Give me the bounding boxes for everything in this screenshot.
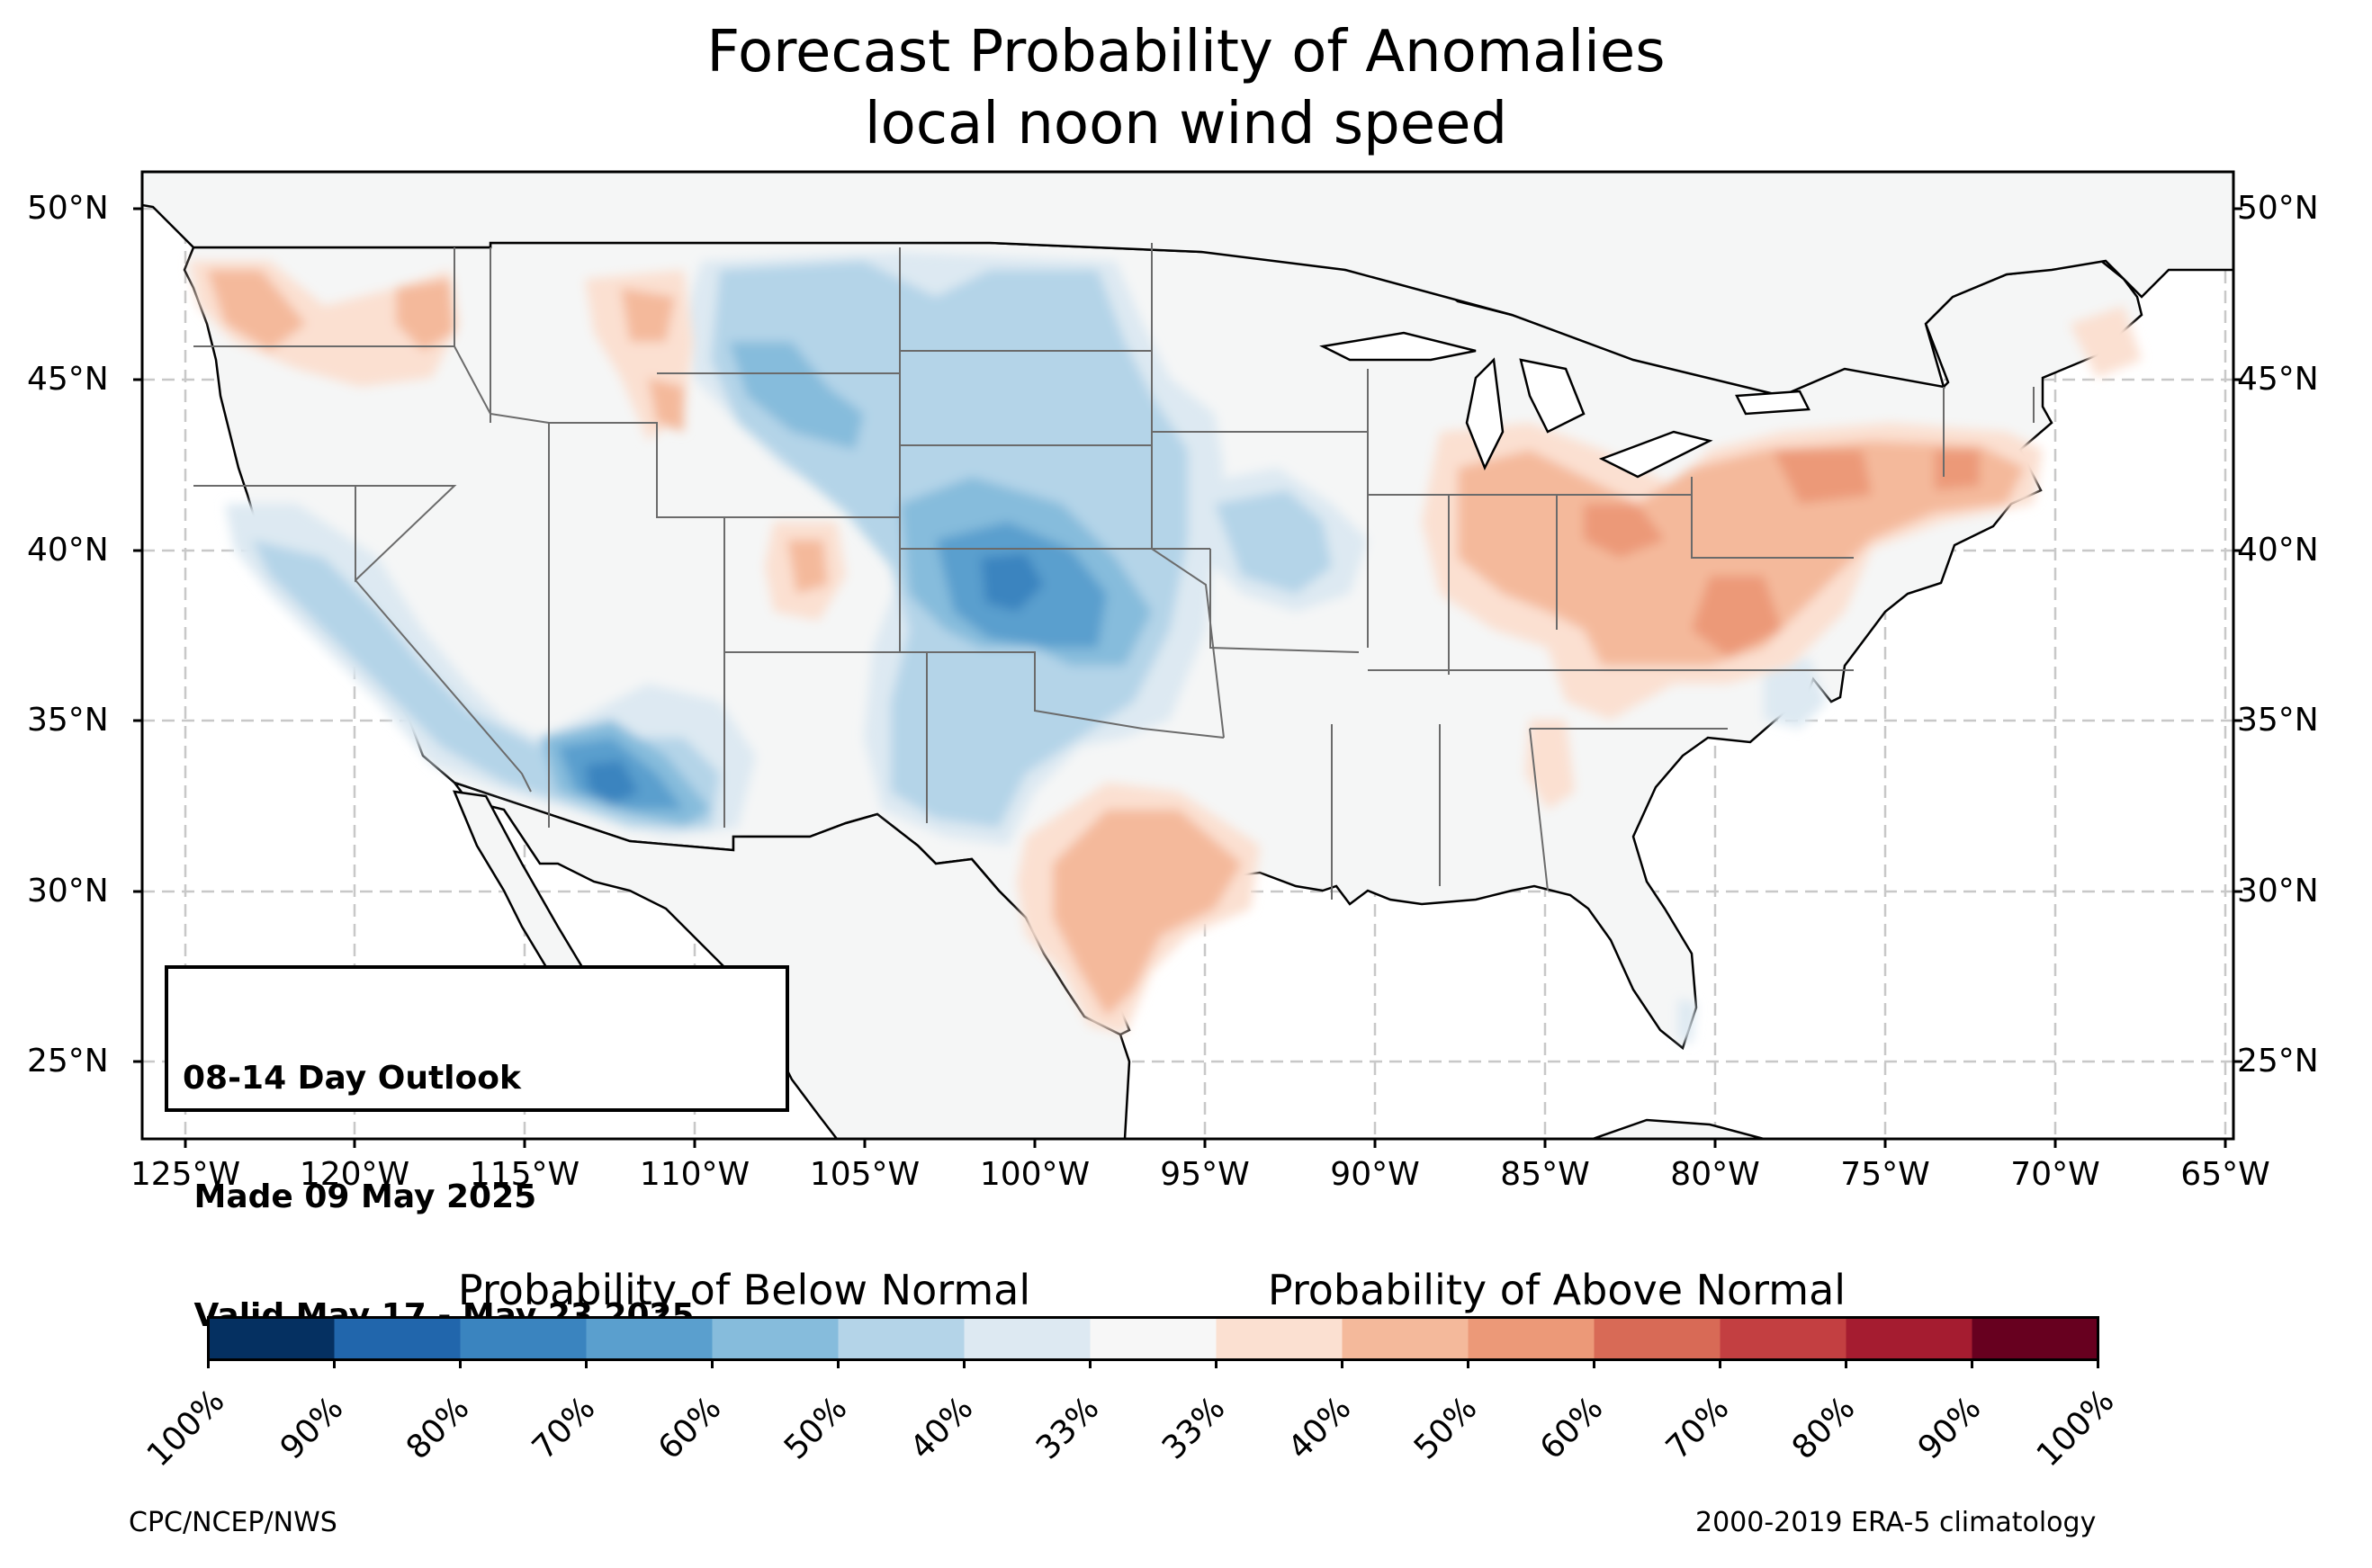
- source-credit: CPC/NCEP/NWS: [129, 1507, 337, 1538]
- colorbar-swatch: [208, 1317, 335, 1360]
- outlook-period: 08-14 Day Outlook: [183, 1060, 521, 1097]
- lat-tick-left: 40°N: [27, 532, 109, 569]
- map-ticks: [133, 207, 2242, 1148]
- colorbar-swatch: [1594, 1317, 1721, 1360]
- colorbar-swatch: [1720, 1317, 1846, 1360]
- state-borders: [193, 243, 2035, 900]
- above-normal-label: Probability of Above Normal: [1267, 1266, 1846, 1314]
- lon-tick: 90°W: [1330, 1156, 1420, 1193]
- colorbar-swatch: [586, 1317, 713, 1360]
- colorbar-swatch: [460, 1317, 587, 1360]
- lon-tick: 80°W: [1670, 1156, 1760, 1193]
- lat-tick-left: 35°N: [27, 702, 109, 739]
- lat-tick-right: 30°N: [2237, 873, 2319, 909]
- canada-land: [142, 172, 2233, 398]
- colorbar-swatch: [712, 1317, 839, 1360]
- below-normal-label: Probability of Below Normal: [457, 1266, 1031, 1314]
- lon-tick: 70°W: [2010, 1156, 2100, 1193]
- great-lakes: [1319, 331, 1810, 479]
- climatology-note: 2000-2019 ERA-5 climatology: [1695, 1507, 2097, 1538]
- colorbar-swatch: [838, 1317, 965, 1360]
- lat-tick-right: 50°N: [2237, 190, 2319, 227]
- colorbar-swatch: [1972, 1317, 2098, 1360]
- lon-tick: 95°W: [1160, 1156, 1250, 1193]
- lon-tick: 120°W: [299, 1156, 410, 1193]
- colorbar-swatch: [964, 1317, 1091, 1360]
- lon-tick: 125°W: [130, 1156, 241, 1193]
- colorbar-swatch: [1342, 1317, 1469, 1360]
- lon-tick: 75°W: [1840, 1156, 1930, 1193]
- lat-tick-left: 50°N: [27, 190, 109, 227]
- lon-tick: 85°W: [1500, 1156, 1590, 1193]
- map-frame: [140, 170, 2235, 1141]
- lat-tick-right: 25°N: [2237, 1043, 2319, 1080]
- lat-tick-right: 40°N: [2237, 532, 2319, 569]
- lon-tick: 110°W: [639, 1156, 750, 1193]
- colorbar: [207, 1316, 2099, 1368]
- colorbar-swatch: [1090, 1317, 1217, 1360]
- lat-tick-right: 35°N: [2237, 702, 2319, 739]
- colorbar-swatch: [1468, 1317, 1595, 1360]
- cuba-land: [1592, 1118, 1765, 1139]
- lat-tick-left: 30°N: [27, 873, 109, 909]
- lon-tick: 100°W: [979, 1156, 1091, 1193]
- made-date: Made 09 May 2025: [183, 1178, 537, 1215]
- colorbar-swatch: [334, 1317, 461, 1360]
- colorbar-swatch: [1216, 1317, 1343, 1360]
- lon-tick: 65°W: [2180, 1156, 2270, 1193]
- outlook-info-box: 08-14 Day Outlook Made 09 May 2025 Valid…: [165, 965, 789, 1334]
- lon-tick: 115°W: [469, 1156, 580, 1193]
- lat-tick-right: 45°N: [2237, 361, 2319, 398]
- lon-tick: 105°W: [809, 1156, 921, 1193]
- above-normal-shading: [189, 261, 2142, 1035]
- colorbar-swatch: [1846, 1317, 1972, 1360]
- chart-title-line1: Forecast Probability of Anomalies: [706, 19, 1666, 85]
- lat-tick-left: 45°N: [27, 361, 109, 398]
- lat-tick-left: 25°N: [27, 1043, 109, 1080]
- chart-title-line2: local noon wind speed: [864, 91, 1508, 157]
